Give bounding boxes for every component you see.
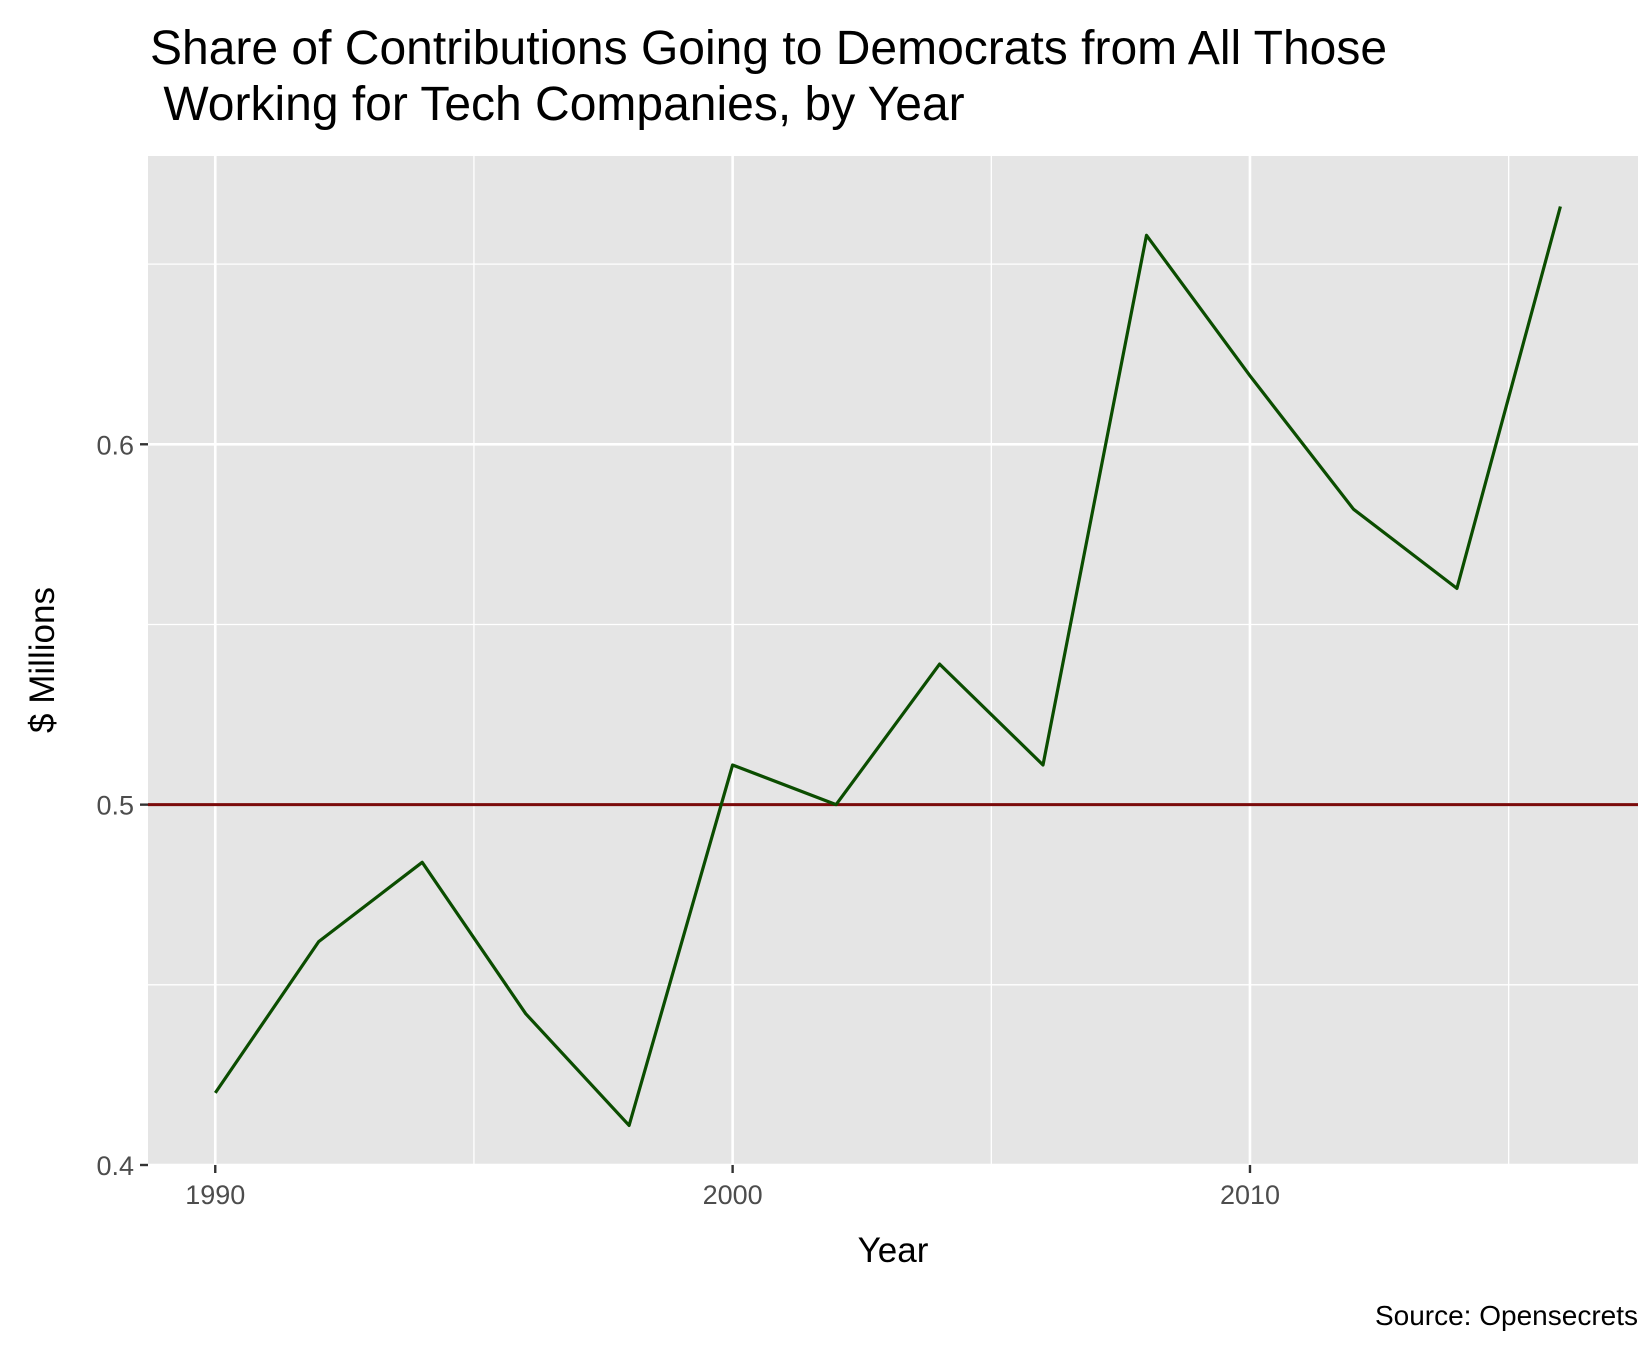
data-point-2012	[1351, 507, 1355, 511]
data-point-1990	[213, 1091, 217, 1095]
data-point-2002	[834, 803, 838, 807]
data-point-2014	[1455, 586, 1459, 590]
y-tick-label-0.5: 0.5	[96, 791, 134, 821]
data-point-2016	[1558, 204, 1562, 208]
x-axis-title: Year	[858, 1231, 929, 1270]
x-tick-label-2000: 2000	[703, 1180, 763, 1210]
y-tick-label-0.4: 0.4	[96, 1151, 134, 1181]
data-point-2004	[938, 662, 942, 666]
y-axis-title: $ Millions	[23, 587, 62, 733]
caption-source: Source: Opensecrets	[1375, 1300, 1638, 1331]
minor-gridlines	[148, 156, 1638, 1165]
y-tick-label-0.6: 0.6	[96, 430, 134, 460]
chart-title-line-2: Working for Tech Companies, by Year	[150, 78, 965, 131]
series-line	[213, 206, 1562, 1127]
data-point-2010	[1248, 374, 1252, 378]
data-point-2000	[731, 763, 735, 767]
data-point-2008	[1145, 233, 1149, 237]
plot-panel	[148, 156, 1638, 1165]
data-point-2006	[1041, 763, 1045, 767]
x-tick-label-2010: 2010	[1220, 1180, 1280, 1210]
y-axis: 0.4 0.5 0.6	[96, 430, 148, 1181]
data-point-1998	[627, 1123, 631, 1127]
data-point-1996	[524, 1012, 528, 1016]
x-tick-label-1990: 1990	[185, 1180, 245, 1210]
data-point-1992	[317, 940, 321, 944]
x-axis: 1990 2000 2010	[185, 1165, 1280, 1210]
chart-title-line-1: Share of Contributions Going to Democrat…	[150, 22, 1387, 75]
data-point-1994	[420, 860, 424, 864]
